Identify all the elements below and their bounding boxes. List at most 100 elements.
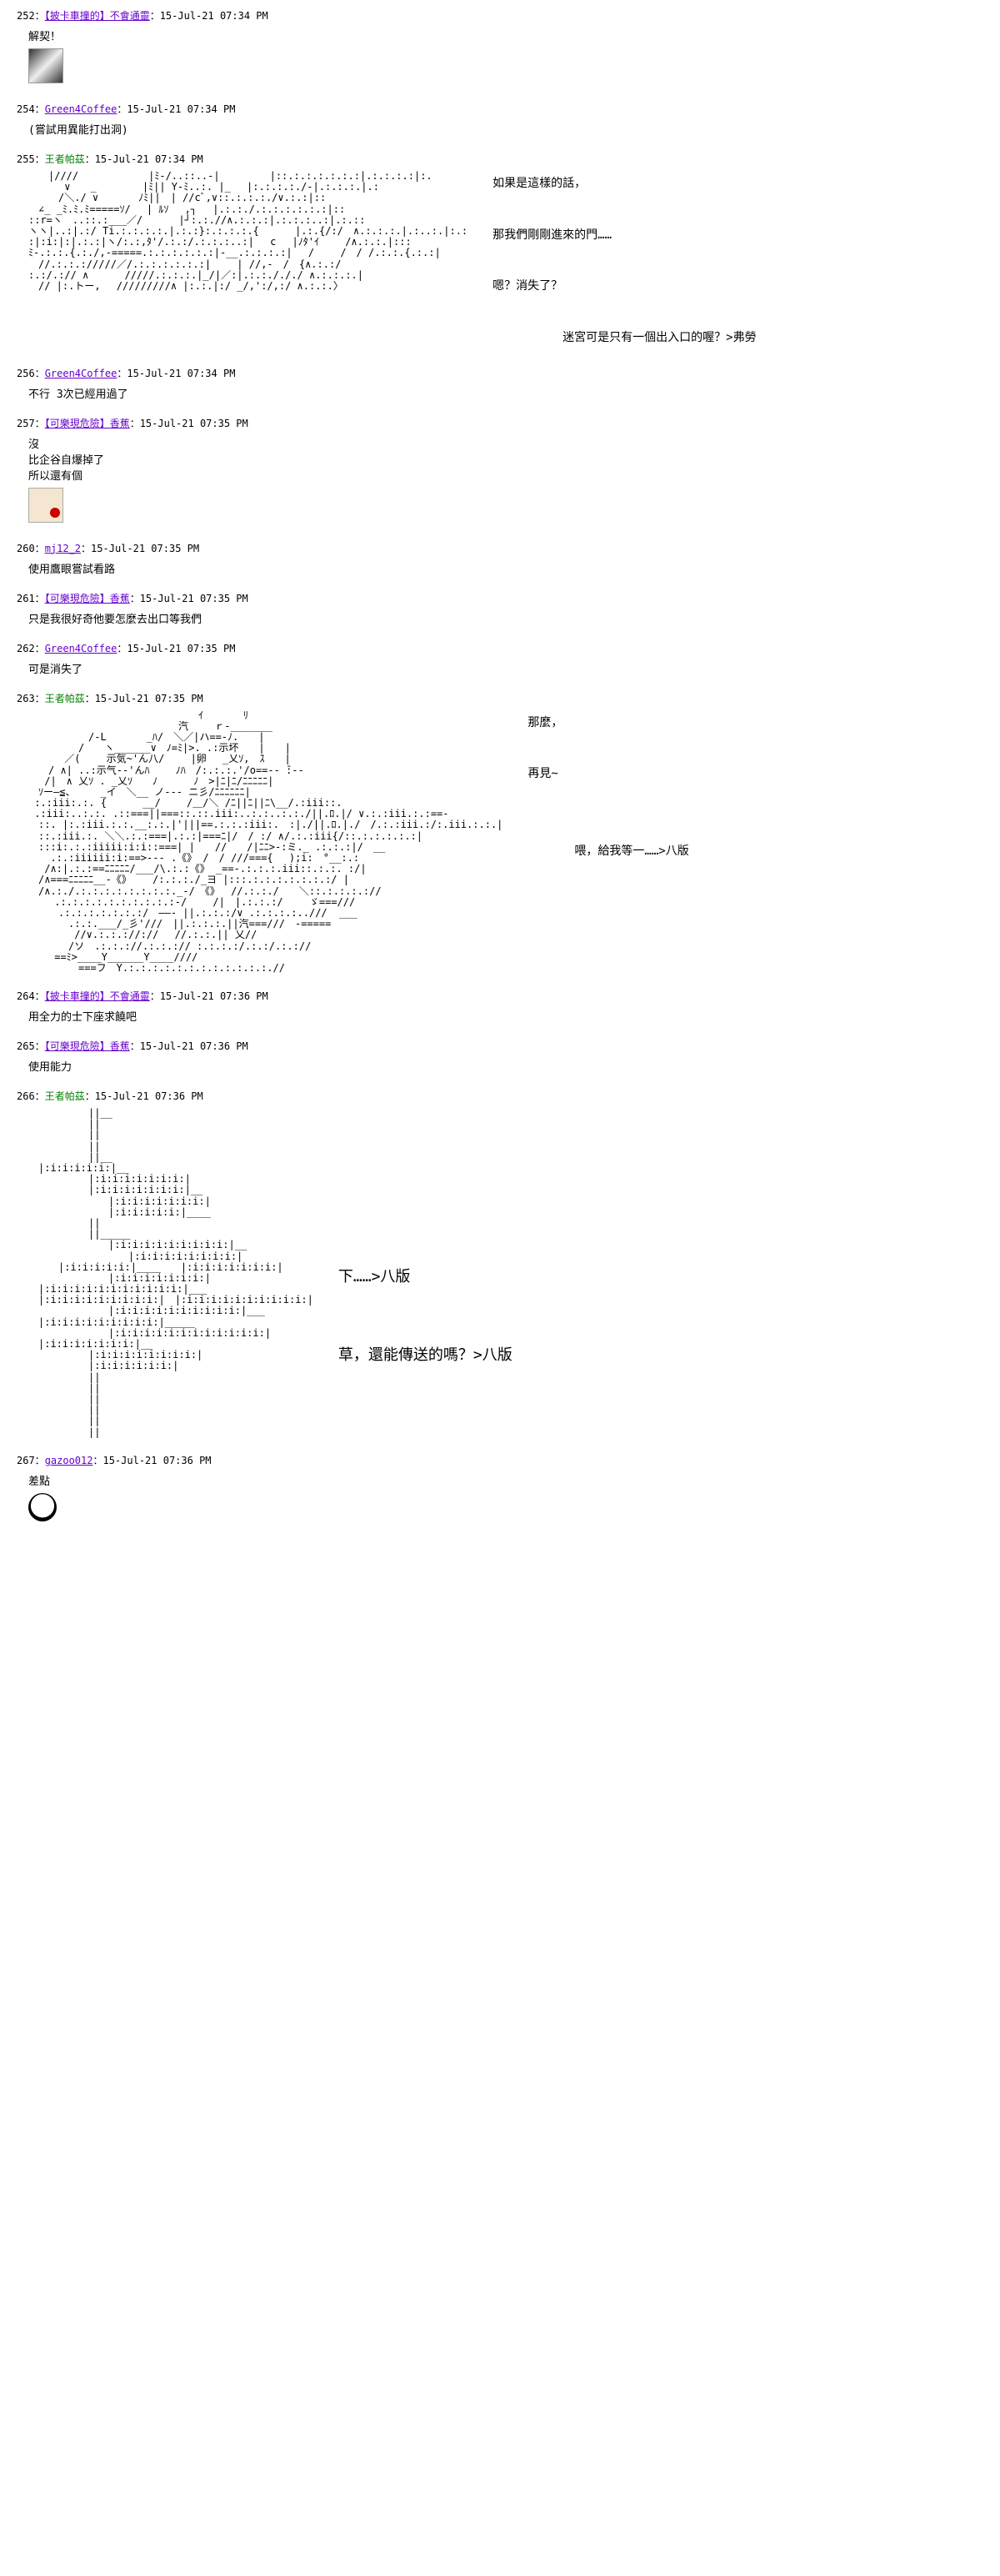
ascii-art: ||__ || || || ||__ |:i:i:i:i:i:|__ |:i:i… <box>28 1108 313 1438</box>
post: 263：王者帕茲：15-Jul-21 07:35 PM ｲ ﾘ 汽 ｒ-____… <box>17 691 983 975</box>
post-username[interactable]: gazoo012 <box>45 1455 93 1466</box>
post-number: 257： <box>17 418 45 429</box>
post-header: 266：王者帕茲：15-Jul-21 07:36 PM <box>17 1089 983 1103</box>
post-text: 使用能力 <box>28 1058 983 1074</box>
post-text: 解契！ <box>28 28 983 43</box>
post: 260：mj12_2：15-Jul-21 07:35 PM 使用鷹眼嘗試看路 <box>17 541 983 576</box>
post-body: 沒 比企谷自爆掉了 所以還有個 <box>28 435 983 526</box>
post: 264：【披卡車撞的】不會通靈：15-Jul-21 07:36 PM 用全力的士下… <box>17 989 983 1024</box>
post-body: 使用鷹眼嘗試看路 <box>28 560 983 576</box>
side-dialogue: 那麼， 再見~ 喂，給我等一……>八版 <box>528 710 688 865</box>
post: 252：【披卡車撞的】不會通靈：15-Jul-21 07:34 PM 解契！ <box>17 8 983 87</box>
post-number: 265： <box>17 1040 45 1052</box>
post-thumbnail[interactable] <box>28 1493 57 1521</box>
post-text: 沒 比企谷自爆掉了 所以還有個 <box>28 435 983 483</box>
post-number: 255： <box>17 153 45 165</box>
post-number: 267： <box>17 1455 45 1466</box>
post-username[interactable]: Green4Coffee <box>45 643 118 654</box>
post: 267：gazoo012：15-Jul-21 07:36 PM 差點 <box>17 1453 983 1525</box>
aa-row: |//// |ﾐ-/..::..-| |::.:.:.:.:.:.:|.:.:.… <box>28 171 983 351</box>
post-body: 不行 3次已經用過了 <box>28 385 983 401</box>
post-body: 解契！ <box>28 28 983 87</box>
post-number: 260： <box>17 543 45 554</box>
post-timestamp: ：15-Jul-21 07:35 PM <box>130 593 248 604</box>
post-username[interactable]: 【披卡車撞的】不會通靈 <box>45 990 150 1002</box>
post-body: 差點 <box>28 1472 983 1525</box>
ascii-art: |//// |ﾐ-/..::..-| |::.:.:.:.:.:.:|.:.:.… <box>28 171 468 292</box>
post-timestamp: ：15-Jul-21 07:34 PM <box>117 368 235 379</box>
post-body: 用全力的士下座求饒吧 <box>28 1008 983 1024</box>
post-number: 254： <box>17 103 45 115</box>
post-text: 可是消失了 <box>28 660 983 676</box>
post-text: 差點 <box>28 1472 983 1488</box>
post-username[interactable]: 【披卡車撞的】不會通靈 <box>45 10 150 22</box>
post-header: 252：【披卡車撞的】不會通靈：15-Jul-21 07:34 PM <box>17 8 983 23</box>
post-header: 256：Green4Coffee：15-Jul-21 07:34 PM <box>17 366 983 380</box>
post-number: 266： <box>17 1090 45 1102</box>
post-number: 261： <box>17 593 45 604</box>
post-text: 不行 3次已經用過了 <box>28 385 983 401</box>
post-number: 252： <box>17 10 45 22</box>
post: 257：【可樂現危險】香蕉：15-Jul-21 07:35 PM 沒 比企谷自爆掉… <box>17 416 983 526</box>
post-thumbnail[interactable] <box>28 48 63 83</box>
post-body: 只是我很好奇他要怎麼去出口等我們 <box>28 610 983 626</box>
post-header: 255：王者帕茲：15-Jul-21 07:34 PM <box>17 152 983 166</box>
post-header: 257：【可樂現危險】香蕉：15-Jul-21 07:35 PM <box>17 416 983 430</box>
post-header: 264：【披卡車撞的】不會通靈：15-Jul-21 07:36 PM <box>17 989 983 1003</box>
post-body: 可是消失了 <box>28 660 983 676</box>
post-timestamp: ：15-Jul-21 07:36 PM <box>130 1040 248 1052</box>
post-timestamp: ：15-Jul-21 07:36 PM <box>85 1090 203 1102</box>
post-username[interactable]: Green4Coffee <box>45 368 118 379</box>
post: 262：Green4Coffee：15-Jul-21 07:35 PM 可是消失了 <box>17 641 983 676</box>
post-body: |//// |ﾐ-/..::..-| |::.:.:.:.:.:.:|.:.:.… <box>28 171 983 351</box>
post-username[interactable]: 【可樂現危險】香蕉 <box>45 1040 130 1052</box>
post-text: 用全力的士下座求饒吧 <box>28 1008 983 1024</box>
post-text: 使用鷹眼嘗試看路 <box>28 560 983 576</box>
post-timestamp: ：15-Jul-21 07:35 PM <box>81 543 199 554</box>
post: 266：王者帕茲：15-Jul-21 07:36 PM ||__ || || |… <box>17 1089 983 1438</box>
post-body: ||__ || || || ||__ |:i:i:i:i:i:|__ |:i:i… <box>28 1108 983 1438</box>
post: 254：Green4Coffee：15-Jul-21 07:34 PM (嘗試用異… <box>17 102 983 137</box>
post-number: 264： <box>17 990 45 1002</box>
post-text: (嘗試用異能打出洞) <box>28 121 983 137</box>
post-timestamp: ：15-Jul-21 07:36 PM <box>150 990 268 1002</box>
post-timestamp: ：15-Jul-21 07:34 PM <box>85 153 203 165</box>
post-timestamp: ：15-Jul-21 07:35 PM <box>130 418 248 429</box>
post-header: 262：Green4Coffee：15-Jul-21 07:35 PM <box>17 641 983 655</box>
post: 265：【可樂現危險】香蕉：15-Jul-21 07:36 PM 使用能力 <box>17 1039 983 1074</box>
post-body: ｲ ﾘ 汽 ｒ-_______ /-L _ﾊ/ ＼／|ハ==-ﾉ. | / ヽ_… <box>28 710 983 975</box>
post-header: 261：【可樂現危險】香蕉：15-Jul-21 07:35 PM <box>17 591 983 605</box>
post: 261：【可樂現危險】香蕉：15-Jul-21 07:35 PM 只是我很好奇他要… <box>17 591 983 626</box>
post-timestamp: ：15-Jul-21 07:35 PM <box>85 693 203 704</box>
post-number: 263： <box>17 693 45 704</box>
post-body: 使用能力 <box>28 1058 983 1074</box>
post-header: 254：Green4Coffee：15-Jul-21 07:34 PM <box>17 102 983 116</box>
post-username[interactable]: 王者帕茲 <box>45 1090 85 1102</box>
aa-row: ||__ || || || ||__ |:i:i:i:i:i:|__ |:i:i… <box>28 1108 983 1438</box>
post-header: 265：【可樂現危險】香蕉：15-Jul-21 07:36 PM <box>17 1039 983 1053</box>
post-timestamp: ：15-Jul-21 07:36 PM <box>92 1455 211 1466</box>
post-number: 262： <box>17 643 45 654</box>
post-text: 只是我很好奇他要怎麼去出口等我們 <box>28 610 983 626</box>
post-timestamp: ：15-Jul-21 07:34 PM <box>117 103 235 115</box>
post-number: 256： <box>17 368 45 379</box>
post-header: 267：gazoo012：15-Jul-21 07:36 PM <box>17 1453 983 1467</box>
ascii-art: ｲ ﾘ 汽 ｒ-_______ /-L _ﾊ/ ＼／|ハ==-ﾉ. | / ヽ_… <box>28 710 502 975</box>
post-username[interactable]: 王者帕茲 <box>45 693 85 704</box>
post-username[interactable]: 【可樂現危險】香蕉 <box>45 593 130 604</box>
post-username[interactable]: 王者帕茲 <box>45 153 85 165</box>
post-username[interactable]: Green4Coffee <box>45 103 118 115</box>
aa-row: ｲ ﾘ 汽 ｒ-_______ /-L _ﾊ/ ＼／|ハ==-ﾉ. | / ヽ_… <box>28 710 983 975</box>
side-dialogue: 下……>八版 草，還能傳送的嗎？>八版 <box>338 1258 512 1375</box>
post-username[interactable]: 【可樂現危險】香蕉 <box>45 418 130 429</box>
post-body: (嘗試用異能打出洞) <box>28 121 983 137</box>
post-timestamp: ：15-Jul-21 07:34 PM <box>150 10 268 22</box>
side-dialogue: 如果是這樣的話， 那我們剛剛進來的門…… 嗯？消失了？ 迷宮可是只有一個出入口的… <box>492 171 756 351</box>
post-timestamp: ：15-Jul-21 07:35 PM <box>117 643 235 654</box>
post-thumbnail[interactable] <box>28 488 63 523</box>
post: 256：Green4Coffee：15-Jul-21 07:34 PM 不行 3次… <box>17 366 983 401</box>
post: 255：王者帕茲：15-Jul-21 07:34 PM |//// |ﾐ-/..… <box>17 152 983 351</box>
post-header: 263：王者帕茲：15-Jul-21 07:35 PM <box>17 691 983 705</box>
post-username[interactable]: mj12_2 <box>45 543 81 554</box>
post-header: 260：mj12_2：15-Jul-21 07:35 PM <box>17 541 983 555</box>
